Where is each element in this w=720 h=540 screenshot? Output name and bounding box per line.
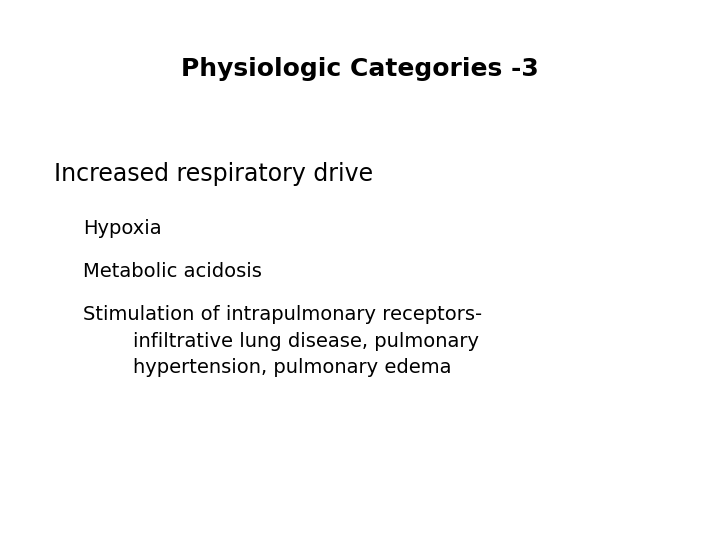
Text: Increased respiratory drive: Increased respiratory drive bbox=[54, 162, 373, 186]
Text: Hypoxia: Hypoxia bbox=[83, 219, 161, 238]
Text: Physiologic Categories -3: Physiologic Categories -3 bbox=[181, 57, 539, 80]
Text: Metabolic acidosis: Metabolic acidosis bbox=[83, 262, 261, 281]
Text: Stimulation of intrapulmonary receptors-
        infiltrative lung disease, pulm: Stimulation of intrapulmonary receptors-… bbox=[83, 305, 482, 377]
